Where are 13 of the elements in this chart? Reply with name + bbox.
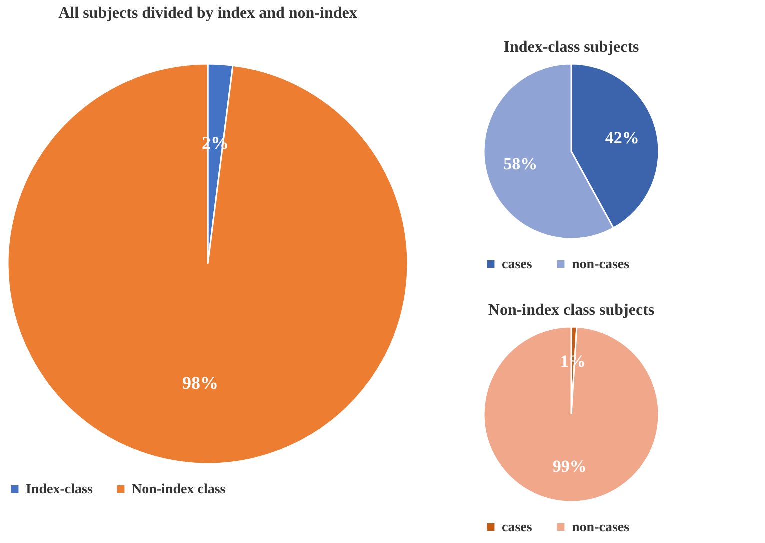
legend-label: non-cases bbox=[572, 257, 630, 272]
legend-label: cases bbox=[502, 257, 533, 272]
legend-label: cases bbox=[502, 520, 533, 536]
data-label: 58% bbox=[504, 154, 538, 174]
data-label: 98% bbox=[182, 372, 218, 393]
data-label: 99% bbox=[552, 456, 587, 476]
chart-title: Index-class subjects bbox=[504, 39, 640, 56]
data-label: 42% bbox=[605, 128, 640, 148]
chart-title: All subjects divided by index and non-index bbox=[58, 5, 358, 22]
legend-label: non-cases bbox=[572, 520, 630, 536]
chart-title: Non-index class subjects bbox=[488, 302, 655, 319]
legend-label: Non-index class bbox=[132, 482, 226, 498]
legend-label: Index-class bbox=[26, 482, 94, 498]
